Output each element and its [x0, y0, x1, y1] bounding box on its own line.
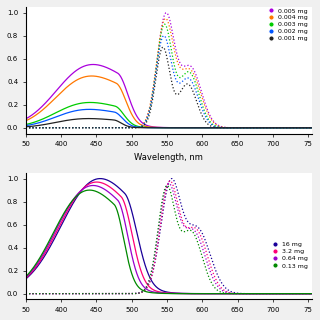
- X-axis label: Wavelength, nm: Wavelength, nm: [134, 153, 203, 162]
- Legend: 0.005 mg, 0.004 mg, 0.003 mg, 0.002 mg, 0.001 mg: 0.005 mg, 0.004 mg, 0.003 mg, 0.002 mg, …: [264, 8, 308, 42]
- Legend: 16 mg, 3.2 mg, 0.64 mg, 0.13 mg: 16 mg, 3.2 mg, 0.64 mg, 0.13 mg: [268, 241, 308, 269]
